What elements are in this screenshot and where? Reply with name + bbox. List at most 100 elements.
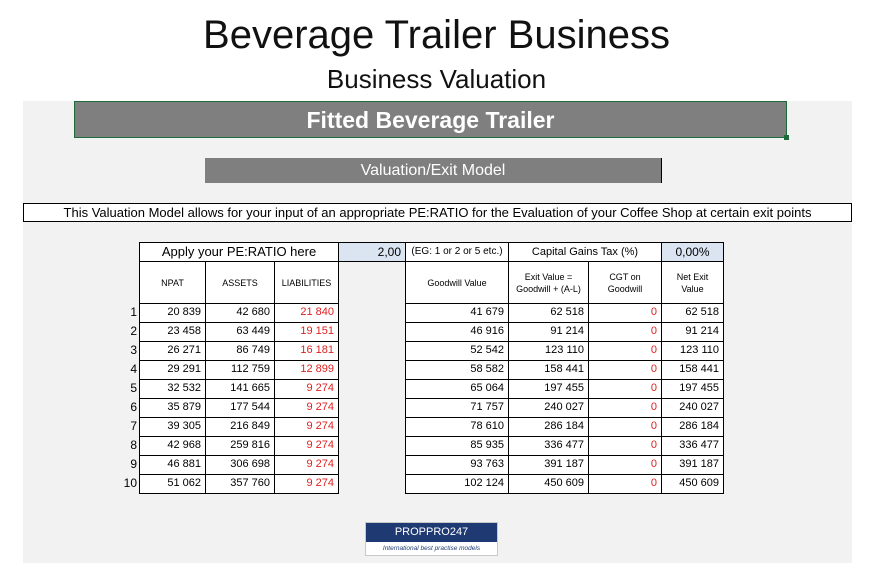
cell-liabilities[interactable]: 19 151 bbox=[274, 322, 339, 342]
cell-net-exit-value[interactable]: 450 609 bbox=[661, 474, 724, 494]
cell-exit-value[interactable]: 197 455 bbox=[508, 379, 589, 399]
row-number: 10 bbox=[123, 476, 137, 490]
model-title: Valuation/Exit Model bbox=[205, 158, 662, 183]
page-subtitle: Business Valuation bbox=[326, 64, 547, 94]
cell-exit-value[interactable]: 286 184 bbox=[508, 417, 589, 437]
cell-exit-value[interactable]: 336 477 bbox=[508, 436, 589, 456]
cell-net-exit-value[interactable]: 197 455 bbox=[661, 379, 724, 399]
cell-exit-value[interactable]: 391 187 bbox=[508, 455, 589, 475]
cell-net-exit-value[interactable]: 391 187 bbox=[661, 455, 724, 475]
cell-net-exit-value[interactable]: 158 441 bbox=[661, 360, 724, 380]
cell-liabilities[interactable]: 16 181 bbox=[274, 341, 339, 361]
col-header-net-exit: Net Exit Value bbox=[661, 261, 724, 304]
cell-npat[interactable]: 39 305 bbox=[139, 417, 206, 437]
row-number: 5 bbox=[130, 381, 137, 395]
col-header-exit-value: Exit Value = Goodwill + (A-L) bbox=[508, 261, 589, 304]
cell-exit-value[interactable]: 91 214 bbox=[508, 322, 589, 342]
cell-assets[interactable]: 141 665 bbox=[205, 379, 275, 399]
sheet-banner[interactable]: Fitted Beverage Trailer bbox=[74, 101, 787, 138]
cell-goodwill[interactable]: 41 679 bbox=[405, 303, 509, 323]
cell-goodwill[interactable]: 58 582 bbox=[405, 360, 509, 380]
cell-goodwill[interactable]: 65 064 bbox=[405, 379, 509, 399]
cell-liabilities[interactable]: 21 840 bbox=[274, 303, 339, 323]
cell-assets[interactable]: 112 759 bbox=[205, 360, 275, 380]
col-header-liabilities: LIABILITIES bbox=[274, 261, 339, 304]
cell-liabilities[interactable]: 12 899 bbox=[274, 360, 339, 380]
cell-net-exit-value[interactable]: 123 110 bbox=[661, 341, 724, 361]
cell-net-exit-value[interactable]: 336 477 bbox=[661, 436, 724, 456]
cell-cgt[interactable]: 0 bbox=[588, 398, 662, 418]
cell-cgt[interactable]: 0 bbox=[588, 341, 662, 361]
cell-cgt[interactable]: 0 bbox=[588, 474, 662, 494]
row-number: 9 bbox=[130, 457, 137, 471]
cell-assets[interactable]: 42 680 bbox=[205, 303, 275, 323]
page-title: Beverage Trailer Business bbox=[203, 13, 670, 57]
pe-ratio-hint: (EG: 1 or 2 or 5 etc.) bbox=[405, 242, 509, 262]
cell-liabilities[interactable]: 9 274 bbox=[274, 379, 339, 399]
cell-npat[interactable]: 29 291 bbox=[139, 360, 206, 380]
cell-assets[interactable]: 177 544 bbox=[205, 398, 275, 418]
cell-assets[interactable]: 306 698 bbox=[205, 455, 275, 475]
cell-liabilities[interactable]: 9 274 bbox=[274, 474, 339, 494]
cell-npat[interactable]: 23 458 bbox=[139, 322, 206, 342]
logo-name: PROPPRO247 bbox=[366, 523, 497, 542]
cell-cgt[interactable]: 0 bbox=[588, 379, 662, 399]
cell-assets[interactable]: 216 849 bbox=[205, 417, 275, 437]
cell-liabilities[interactable]: 9 274 bbox=[274, 398, 339, 418]
cell-assets[interactable]: 86 749 bbox=[205, 341, 275, 361]
cell-cgt[interactable]: 0 bbox=[588, 360, 662, 380]
cell-assets[interactable]: 259 816 bbox=[205, 436, 275, 456]
pe-ratio-label: Apply your PE:RATIO here bbox=[139, 242, 339, 262]
proppro-logo: PROPPRO247 International best practise m… bbox=[365, 522, 498, 556]
cell-assets[interactable]: 357 760 bbox=[205, 474, 275, 494]
cell-goodwill[interactable]: 71 757 bbox=[405, 398, 509, 418]
cell-goodwill[interactable]: 78 610 bbox=[405, 417, 509, 437]
row-number: 8 bbox=[130, 438, 137, 452]
cell-assets[interactable]: 63 449 bbox=[205, 322, 275, 342]
cell-npat[interactable]: 46 881 bbox=[139, 455, 206, 475]
row-number: 4 bbox=[130, 362, 137, 376]
row-number: 7 bbox=[130, 419, 137, 433]
col-header-assets: ASSETS bbox=[205, 261, 275, 304]
col-header-npat: NPAT bbox=[139, 261, 206, 304]
cgt-label: Capital Gains Tax (%) bbox=[508, 242, 662, 262]
cell-liabilities[interactable]: 9 274 bbox=[274, 455, 339, 475]
cell-net-exit-value[interactable]: 91 214 bbox=[661, 322, 724, 342]
cell-cgt[interactable]: 0 bbox=[588, 322, 662, 342]
col-header-cgt: CGT on Goodwill bbox=[588, 261, 662, 304]
cell-exit-value[interactable]: 62 518 bbox=[508, 303, 589, 323]
cell-liabilities[interactable]: 9 274 bbox=[274, 436, 339, 456]
row-number: 3 bbox=[130, 343, 137, 357]
cell-goodwill[interactable]: 102 124 bbox=[405, 474, 509, 494]
pe-ratio-input[interactable]: 2,00 bbox=[338, 242, 406, 262]
cell-npat[interactable]: 51 062 bbox=[139, 474, 206, 494]
cell-npat[interactable]: 32 532 bbox=[139, 379, 206, 399]
cell-exit-value[interactable]: 450 609 bbox=[508, 474, 589, 494]
row-number: 1 bbox=[130, 305, 137, 319]
cell-cgt[interactable]: 0 bbox=[588, 303, 662, 323]
row-number: 6 bbox=[130, 400, 137, 414]
cell-npat[interactable]: 26 271 bbox=[139, 341, 206, 361]
cell-goodwill[interactable]: 46 916 bbox=[405, 322, 509, 342]
row-number: 2 bbox=[130, 324, 137, 338]
cell-net-exit-value[interactable]: 286 184 bbox=[661, 417, 724, 437]
cell-npat[interactable]: 42 968 bbox=[139, 436, 206, 456]
cell-exit-value[interactable]: 240 027 bbox=[508, 398, 589, 418]
logo-tagline: International best practise models bbox=[382, 545, 481, 552]
cell-goodwill[interactable]: 93 763 bbox=[405, 455, 509, 475]
cell-exit-value[interactable]: 123 110 bbox=[508, 341, 589, 361]
cell-goodwill[interactable]: 85 935 bbox=[405, 436, 509, 456]
cell-cgt[interactable]: 0 bbox=[588, 417, 662, 437]
cell-net-exit-value[interactable]: 240 027 bbox=[661, 398, 724, 418]
cell-net-exit-value[interactable]: 62 518 bbox=[661, 303, 724, 323]
selection-fill-handle[interactable] bbox=[784, 135, 789, 140]
cell-cgt[interactable]: 0 bbox=[588, 455, 662, 475]
cell-goodwill[interactable]: 52 542 bbox=[405, 341, 509, 361]
cell-exit-value[interactable]: 158 441 bbox=[508, 360, 589, 380]
cgt-rate-input[interactable]: 0,00% bbox=[661, 242, 724, 262]
cell-npat[interactable]: 20 839 bbox=[139, 303, 206, 323]
cell-liabilities[interactable]: 9 274 bbox=[274, 417, 339, 437]
col-header-goodwill: Goodwill Value bbox=[405, 261, 509, 304]
cell-cgt[interactable]: 0 bbox=[588, 436, 662, 456]
cell-npat[interactable]: 35 879 bbox=[139, 398, 206, 418]
